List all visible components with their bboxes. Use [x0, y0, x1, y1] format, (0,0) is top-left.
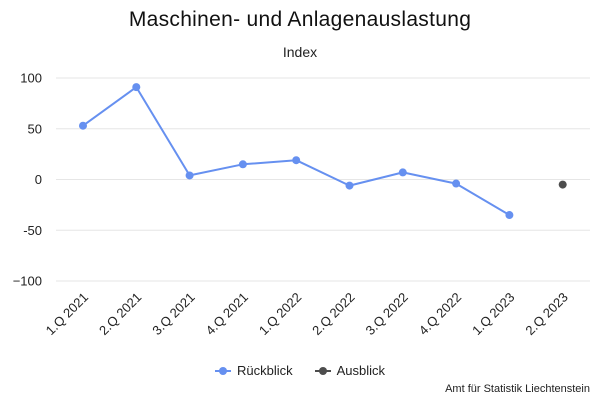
- data-point: [185, 171, 194, 180]
- data-point: [238, 160, 247, 169]
- x-tick-label: 2.Q 2023: [522, 290, 570, 338]
- legend-label-rueckblick: Rückblick: [236, 363, 293, 378]
- x-tick-label: 2.Q 2022: [309, 290, 357, 338]
- legend: Rückblick Ausblick: [0, 363, 600, 378]
- x-tick-label: 1.Q 2022: [256, 290, 304, 338]
- data-point: [452, 179, 461, 188]
- y-axis-ticks: 100 50 0 -50 −100: [13, 71, 42, 289]
- x-tick-label: 4.Q 2021: [203, 290, 251, 338]
- data-point: [132, 83, 141, 92]
- data-point: [398, 168, 407, 177]
- data-point: [558, 180, 567, 189]
- y-tick-label: −100: [13, 274, 42, 289]
- legend-swatch-rueckblick: [214, 366, 231, 376]
- y-tick-label: 0: [35, 172, 42, 187]
- legend-label-ausblick: Ausblick: [336, 363, 386, 378]
- x-tick-label: 1.Q 2023: [469, 290, 517, 338]
- chart-title: Maschinen- und Anlagenauslastung: [128, 8, 472, 31]
- x-tick-label: 4.Q 2022: [416, 290, 464, 338]
- x-axis-ticks: 1.Q 2021 2.Q 2021 3.Q 2021 4.Q 2021 1.Q 2022…: [43, 290, 571, 338]
- gridlines: [56, 77, 590, 282]
- chart-subtitle: Index: [282, 44, 318, 60]
- data-point: [505, 211, 514, 220]
- series: [79, 83, 567, 220]
- legend-swatch-ausblick: [314, 366, 331, 376]
- x-tick-label: 3.Q 2022: [362, 290, 410, 338]
- legend-item-ausblick[interactable]: Ausblick: [314, 363, 386, 378]
- data-point: [292, 156, 301, 165]
- y-tick-label: 50: [28, 121, 42, 136]
- x-tick-label: 2.Q 2021: [96, 290, 144, 338]
- x-tick-label: 3.Q 2021: [149, 290, 197, 338]
- data-point: [345, 181, 354, 190]
- x-tick-label: 1.Q 2021: [43, 290, 91, 338]
- series-line-0: [82, 86, 511, 216]
- y-tick-label: -50: [23, 223, 42, 238]
- legend-item-rueckblick[interactable]: Rückblick: [214, 363, 293, 378]
- data-point: [79, 121, 87, 130]
- y-tick-label: 100: [20, 71, 42, 86]
- source-credit: Amt für Statistik Liechtenstein: [445, 383, 590, 395]
